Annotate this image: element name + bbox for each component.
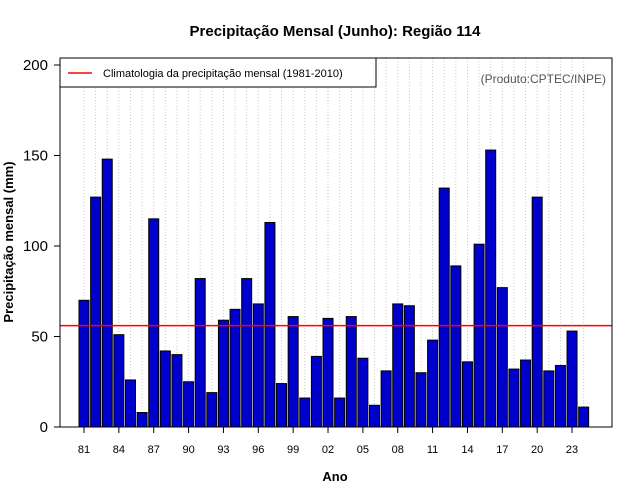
y-axis-label: Precipitação mensal (mm) [1, 161, 16, 322]
x-tick-label: 08 [392, 444, 404, 456]
x-axis-label: Ano [322, 469, 347, 484]
bar-83 [101, 158, 113, 428]
y-axis: 0 50 100 150 200 [23, 57, 61, 436]
x-tick-label: 84 [113, 444, 125, 456]
bar-12 [438, 187, 450, 428]
bar-19 [520, 359, 532, 428]
bar-84 [113, 334, 125, 428]
bar-07 [380, 370, 392, 428]
bar-93 [217, 319, 229, 428]
bar-16 [485, 149, 497, 428]
bar-10 [415, 372, 427, 428]
y-tick-label: 100 [23, 238, 48, 255]
bar-00 [299, 397, 311, 428]
bar-81 [78, 299, 90, 428]
bar-05 [357, 357, 369, 428]
bar-86 [136, 412, 148, 428]
bar-90 [183, 381, 195, 428]
bar-22 [554, 364, 566, 428]
credit-text: (Produto:CPTEC/INPE) [481, 72, 606, 86]
bar-14 [461, 361, 473, 428]
legend: Climatologia da precipitação mensal (198… [59, 57, 377, 88]
bar-17 [496, 287, 508, 428]
bar-21 [543, 370, 555, 428]
bar-04 [345, 316, 357, 428]
x-axis: 81 84 87 90 93 96 99 02 05 08 11 14 17 20 23 [78, 427, 578, 456]
x-tick-label: 90 [182, 444, 194, 456]
bar-20 [531, 196, 543, 428]
chart-title: Precipitação Mensal (Junho): Região 114 [190, 23, 482, 40]
y-tick-label: 50 [31, 329, 48, 346]
bar-89 [171, 354, 183, 428]
legend-box [59, 57, 377, 88]
x-tick-label: 05 [357, 444, 369, 456]
x-tick-label: 96 [252, 444, 264, 456]
bar-08 [392, 303, 404, 428]
bar-03 [334, 397, 346, 428]
bar-97 [264, 221, 276, 428]
bar-99 [287, 316, 299, 428]
bar-13 [450, 265, 462, 428]
bar-01 [310, 355, 322, 428]
bar-11 [427, 339, 439, 428]
bar-95 [241, 278, 253, 428]
bar-06 [369, 404, 380, 428]
x-tick-label: 99 [287, 444, 299, 456]
x-tick-label: 81 [78, 444, 90, 456]
bar-82 [90, 196, 102, 428]
bar-18 [508, 368, 520, 428]
bars [78, 149, 590, 428]
bar-94 [229, 308, 241, 428]
bar-91 [194, 278, 206, 428]
bar-02 [322, 317, 334, 428]
bar-23 [566, 330, 578, 428]
bar-87 [148, 218, 160, 428]
x-tick-label: 11 [427, 444, 438, 456]
x-tick-label: 17 [496, 444, 508, 456]
x-tick-label: 20 [531, 444, 543, 456]
y-tick-label: 200 [23, 57, 48, 74]
bar-96 [252, 303, 264, 428]
x-tick-label: 93 [217, 444, 229, 456]
bar-88 [159, 350, 171, 428]
bar-98 [276, 383, 288, 428]
bar-09 [403, 305, 415, 428]
legend-label: Climatologia da precipitação mensal (198… [103, 68, 343, 80]
y-tick-label: 150 [23, 148, 48, 165]
x-tick-label: 87 [148, 444, 160, 456]
bar-92 [206, 392, 218, 428]
bar-15 [473, 243, 485, 428]
bar-85 [124, 379, 136, 428]
y-tick-label: 0 [40, 419, 48, 436]
x-tick-label: 23 [566, 444, 578, 456]
x-tick-label: 14 [461, 444, 473, 456]
x-tick-label: 02 [322, 444, 334, 456]
bar-24 [578, 406, 590, 428]
